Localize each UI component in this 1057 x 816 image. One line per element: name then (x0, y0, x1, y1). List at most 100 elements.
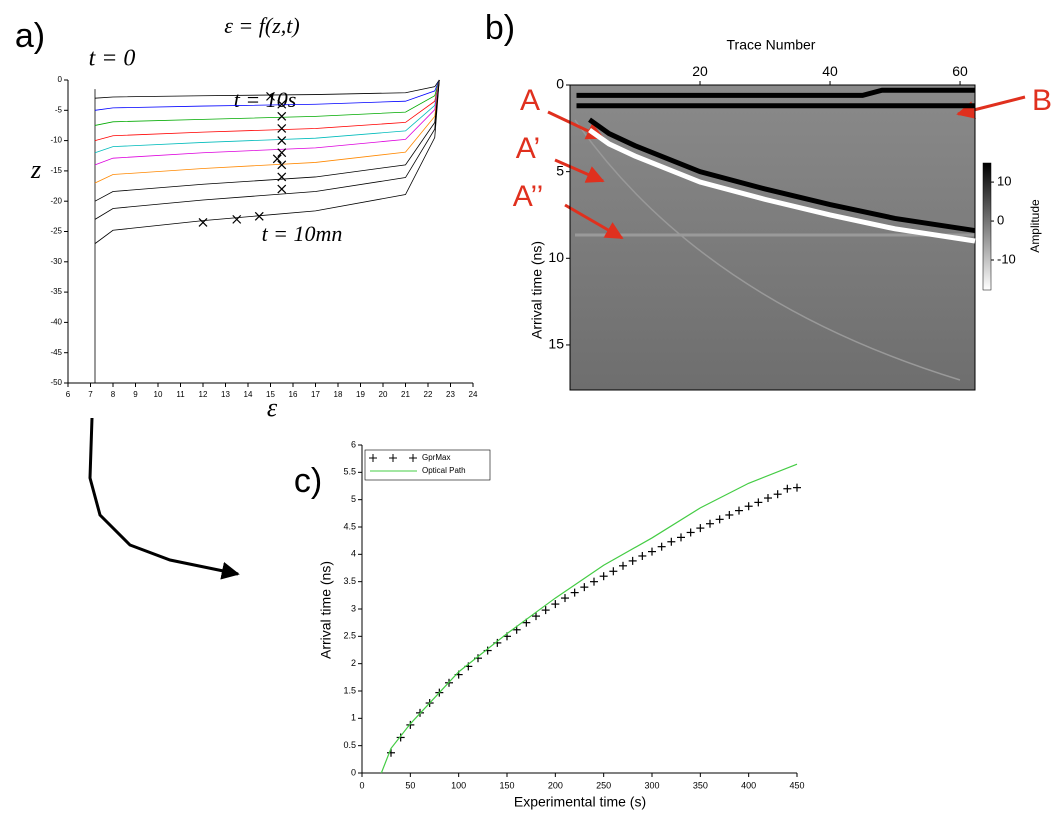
y-tick-label: 4 (351, 549, 356, 559)
series-line (94, 79, 440, 202)
x-tick-label: 250 (596, 780, 611, 790)
marker (272, 154, 282, 164)
y-tick-label: 1.5 (343, 685, 356, 695)
marker (277, 160, 287, 170)
marker (277, 111, 287, 121)
marker (396, 733, 405, 742)
x-tick-label: 50 (405, 780, 415, 790)
x-tick-label: 40 (822, 63, 838, 79)
y-tick-label: 5 (556, 162, 564, 178)
panel-label: b) (485, 9, 515, 47)
annotation: t = 10s (234, 87, 297, 112)
legend-label: Optical Path (422, 466, 466, 475)
marker (599, 572, 608, 581)
x-tick-label: 12 (199, 390, 208, 399)
x-tick-label: 100 (451, 780, 466, 790)
marker-stroke (272, 154, 282, 164)
series-line (94, 79, 440, 99)
series-line (94, 79, 440, 220)
marker (277, 148, 287, 158)
marker (254, 211, 264, 221)
legend-box (364, 449, 491, 481)
x-axis-label: Experimental time (s) (514, 794, 646, 810)
faint-reflection (574, 119, 961, 381)
marker (696, 524, 705, 533)
marker-stroke (277, 136, 287, 146)
annotation-arrows (547, 95, 1026, 240)
marker (541, 606, 550, 615)
y-tick-label: -30 (50, 257, 62, 266)
x-tick-label: 0 (359, 780, 364, 790)
marker (773, 490, 782, 499)
marker (232, 214, 242, 224)
marker (277, 136, 287, 146)
marker (277, 172, 287, 182)
y-tick-label: 0.5 (343, 740, 356, 750)
marker (277, 184, 287, 194)
colorbar-tick-label: 0 (997, 212, 1004, 227)
series-line (94, 79, 440, 126)
y-tick-label: 15 (548, 336, 564, 352)
marker-stroke (277, 111, 287, 121)
marker (754, 498, 763, 507)
x-tick-label: 9 (133, 390, 138, 399)
marker-stroke (198, 217, 208, 227)
y-tick-label: -5 (55, 105, 63, 114)
marker (667, 537, 676, 546)
marker-stroke (277, 124, 287, 133)
marker (648, 547, 656, 556)
y-axis-label: z (30, 155, 41, 184)
colorbar-label: Amplitude (1028, 199, 1042, 253)
marker (590, 577, 598, 586)
marker (628, 556, 637, 565)
y-tick-label: 10 (548, 249, 564, 265)
marker (638, 551, 647, 560)
x-tick-label: 14 (244, 390, 253, 399)
x-tick-label: 350 (693, 780, 708, 790)
marker-stroke (277, 148, 287, 158)
marker (277, 124, 287, 133)
marker-stroke (232, 214, 242, 224)
y-tick-label: -40 (50, 318, 62, 327)
x-tick-label: 13 (221, 390, 230, 399)
x-tick-label: 60 (952, 63, 968, 79)
panel-label: c) (294, 462, 322, 500)
x-tick-label: 450 (789, 780, 804, 790)
plot-frame (569, 84, 976, 391)
marker (793, 483, 801, 492)
x-tick-label: 20 (379, 390, 388, 399)
x-tick-label: 21 (401, 390, 410, 399)
y-tick-label: -45 (50, 348, 62, 357)
marker (277, 99, 287, 109)
annotation: B (1032, 84, 1052, 117)
annotation: A’’ (513, 180, 544, 213)
y-tick-label: 0 (556, 76, 564, 92)
marker (561, 594, 569, 603)
series-line (94, 79, 440, 141)
y-tick-label: 3.5 (343, 576, 356, 586)
x-tick-label: 18 (334, 390, 343, 399)
series-line (94, 79, 440, 111)
series-line (588, 117, 976, 234)
x-tick-label: 10 (154, 390, 163, 399)
heatmap-background (570, 85, 975, 390)
x-tick-label: 20 (692, 63, 708, 79)
marker (198, 217, 208, 227)
annotation: t = 0 (89, 46, 136, 72)
colorbar-tick-label: -10 (997, 251, 1016, 266)
series-line (94, 79, 440, 166)
y-tick-label: 0 (351, 767, 356, 777)
annotation: ε = f(z,t) (224, 13, 299, 38)
annotation: A’ (516, 132, 540, 165)
y-tick-label: 6 (351, 439, 356, 449)
y-tick-label: 3 (351, 603, 356, 613)
y-tick-label: 5.5 (343, 467, 356, 477)
y-tick-label: -50 (50, 378, 62, 387)
x-tick-label: 19 (356, 390, 365, 399)
marker-stroke (277, 172, 287, 182)
y-tick-label: 2.5 (343, 631, 356, 641)
marker (406, 720, 415, 729)
marker-stroke (254, 211, 264, 221)
x-tick-label: 23 (446, 390, 455, 399)
marker-stroke (277, 99, 287, 109)
